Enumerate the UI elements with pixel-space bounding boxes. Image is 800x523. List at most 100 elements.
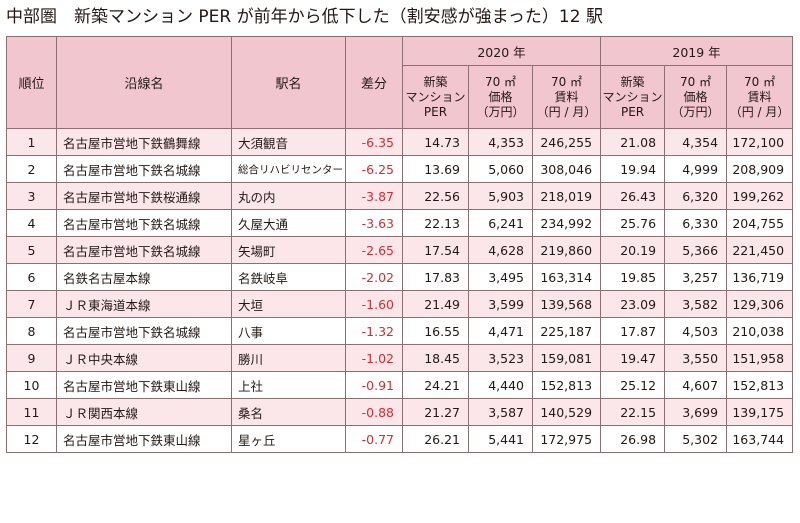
table-row: 6 名鉄名古屋本線 名鉄岐阜 -2.02 17.83 3,495 163,314 19.85 3…	[6, 263, 794, 291]
per-2020-cell: 21.49	[402, 290, 469, 318]
line-cell: 名古屋市営地下鉄東山線	[56, 425, 232, 453]
line-cell: 名古屋市営地下鉄鶴舞線	[56, 128, 232, 156]
station-cell: 上社	[231, 371, 346, 399]
price-2020-cell: 3,587	[468, 398, 533, 426]
rent-2019-cell: 199,262	[726, 182, 794, 210]
rent-2020-cell: 139,568	[531, 290, 602, 318]
per-2019-cell: 26.43	[600, 182, 666, 210]
per-2020-cell: 17.54	[402, 236, 469, 264]
rent-2020-cell: 225,187	[531, 317, 602, 345]
per-2019-cell: 22.15	[600, 398, 666, 426]
per-2019-cell: 25.76	[600, 209, 666, 237]
price-2020-cell: 5,060	[468, 155, 533, 183]
price-2020-cell: 5,903	[468, 182, 533, 210]
rent-2020-cell: 234,992	[531, 209, 602, 237]
diff-cell: -1.32	[345, 317, 403, 345]
diff-cell: -3.87	[345, 182, 403, 210]
table-row: 3 名古屋市営地下鉄桜通線 丸の内 -3.87 22.56 5,903 218,019 26.…	[6, 182, 794, 210]
per-2020-cell: 21.27	[402, 398, 469, 426]
diff-cell: -2.02	[345, 263, 403, 291]
table-row: 12 名古屋市営地下鉄東山線 星ヶ丘 -0.77 26.21 5,441 172,975 26…	[6, 425, 794, 453]
per-2020-cell: 22.13	[402, 209, 469, 237]
per-2020-cell: 24.21	[402, 371, 469, 399]
rank-cell: 3	[6, 182, 57, 210]
rank-cell: 1	[6, 128, 57, 156]
station-cell: 勝川	[231, 344, 346, 372]
rent-2019-cell: 163,744	[726, 425, 794, 453]
table-body: 1 名古屋市営地下鉄鶴舞線 大須観音 -6.35 14.73 4,353 246,255 21…	[6, 128, 794, 453]
price-2020-cell: 4,440	[468, 371, 533, 399]
col-line-header: 沿線名	[56, 36, 232, 129]
rent-2019-cell: 204,755	[726, 209, 794, 237]
per-2020-cell: 14.73	[402, 128, 469, 156]
per-2019-cell: 19.85	[600, 263, 666, 291]
per-2020-cell: 17.83	[402, 263, 469, 291]
rank-cell: 9	[6, 344, 57, 372]
per-2019-cell: 17.87	[600, 317, 666, 345]
rent-2020-cell: 219,860	[531, 236, 602, 264]
group-2020-header: 2020 年	[401, 36, 602, 66]
per-2019-cell: 20.19	[600, 236, 666, 264]
line-cell: ＪＲ東海道本線	[56, 290, 232, 318]
per-2020-cell: 26.21	[402, 425, 469, 453]
per-2020-cell: 18.45	[402, 344, 469, 372]
group-2019-header: 2019 年	[600, 36, 794, 66]
line-cell: 名鉄名古屋本線	[56, 263, 232, 291]
per-2019-cell: 21.08	[600, 128, 666, 156]
price-2020-cell: 3,523	[468, 344, 533, 372]
rent-2020-cell: 218,019	[531, 182, 602, 210]
rank-cell: 7	[6, 290, 57, 318]
table-row: 1 名古屋市営地下鉄鶴舞線 大須観音 -6.35 14.73 4,353 246,255 21…	[6, 128, 794, 156]
per-2019-cell: 19.94	[600, 155, 666, 183]
line-cell: 名古屋市営地下鉄名城線	[56, 236, 232, 264]
rank-cell: 10	[6, 371, 57, 399]
page-title: 中部圏 新築マンション PER が前年から低下した（割安感が強まった）12 駅	[6, 7, 603, 27]
rent-2019-cell: 151,958	[726, 344, 794, 372]
diff-cell: -6.35	[345, 128, 403, 156]
station-cell: 星ヶ丘	[231, 425, 346, 453]
diff-cell: -0.88	[345, 398, 403, 426]
line-cell: 名古屋市営地下鉄名城線	[56, 155, 232, 183]
price-2019-cell: 6,330	[664, 209, 728, 237]
station-cell: 矢場町	[231, 236, 346, 264]
price-2019-cell: 4,607	[664, 371, 728, 399]
station-cell: 名鉄岐阜	[231, 263, 346, 291]
per-table: 順位 沿線名 駅名 差分 2020 年 2019 年 新築 マンション PER 70…	[6, 36, 794, 453]
rent-2020-cell: 159,081	[531, 344, 602, 372]
rent-2020-cell: 140,529	[531, 398, 602, 426]
per-2019-cell: 19.47	[600, 344, 666, 372]
line-cell: 名古屋市営地下鉄東山線	[56, 371, 232, 399]
diff-cell: -3.63	[345, 209, 403, 237]
station-cell: 八事	[231, 317, 346, 345]
table-row: 10 名古屋市営地下鉄東山線 上社 -0.91 24.21 4,440 152,813 25.…	[6, 371, 794, 399]
station-cell: 丸の内	[231, 182, 346, 210]
rank-cell: 6	[6, 263, 57, 291]
per-2020-header: 新築 マンション PER	[402, 65, 469, 129]
per-2019-cell: 26.98	[600, 425, 666, 453]
price-2019-cell: 5,366	[664, 236, 728, 264]
per-2019-header: 新築 マンション PER	[600, 65, 666, 129]
price-2019-cell: 5,302	[664, 425, 728, 453]
diff-cell: -2.65	[345, 236, 403, 264]
table-row: 7 ＪＲ東海道本線 大垣 -1.60 21.49 3,599 139,568 23.09 3,5…	[6, 290, 794, 318]
rank-cell: 2	[6, 155, 57, 183]
rent-2019-cell: 136,719	[726, 263, 794, 291]
price-2020-cell: 4,628	[468, 236, 533, 264]
rent-2019-cell: 172,100	[726, 128, 794, 156]
table-row: 11 ＪＲ関西本線 桑名 -0.88 21.27 3,587 140,529 22.15 3,6…	[6, 398, 794, 426]
station-cell: 大須観音	[231, 128, 346, 156]
col-diff-header: 差分	[345, 36, 403, 129]
diff-cell: -0.91	[345, 371, 403, 399]
col-station-header: 駅名	[231, 36, 346, 129]
rank-cell: 11	[6, 398, 57, 426]
per-2019-cell: 25.12	[600, 371, 666, 399]
rank-cell: 4	[6, 209, 57, 237]
rent-2020-cell: 163,314	[531, 263, 602, 291]
rent-2020-cell: 246,255	[531, 128, 602, 156]
price-2019-cell: 3,699	[664, 398, 728, 426]
station-cell: 総合リハビリセンター	[231, 155, 346, 183]
table-row: 2 名古屋市営地下鉄名城線 総合リハビリセンター -6.25 13.69 5,060 308…	[6, 155, 794, 183]
diff-cell: -1.02	[345, 344, 403, 372]
